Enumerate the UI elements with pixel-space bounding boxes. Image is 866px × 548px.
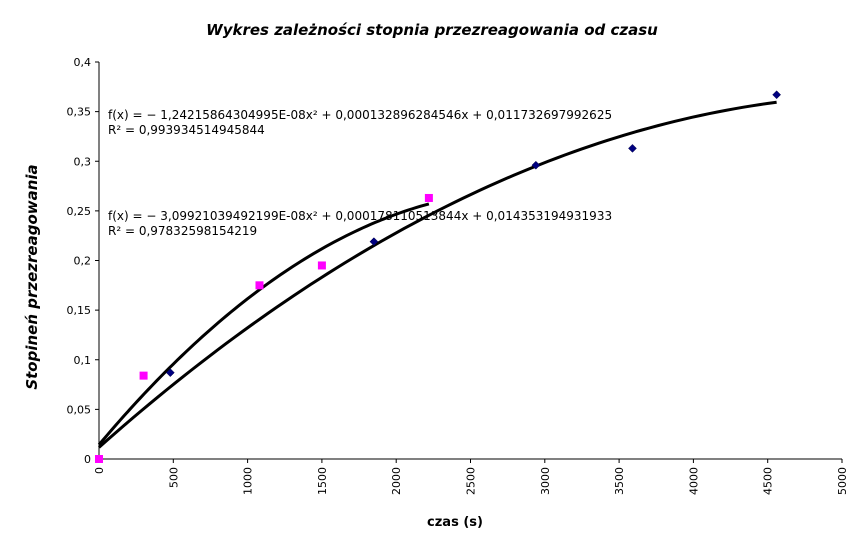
x-tick-label: 4500: [762, 467, 775, 495]
chart-title: Wykres zależności stopnia przezreagowani…: [206, 21, 658, 39]
trendline-equation-2: f(x) = − 3,09921039492199E-08x² + 0,0001…: [108, 209, 612, 223]
y-tick-label: 0,2: [74, 255, 92, 268]
y-tick-label: 0,4: [74, 56, 92, 69]
y-tick-label: 0,3: [74, 155, 92, 168]
y-tick-label: 0: [84, 453, 91, 466]
y-axis-label: Stopineń przezreagowania: [23, 164, 41, 389]
x-axis-label: czas (s): [427, 515, 483, 530]
data-point-series-2: [255, 281, 264, 290]
y-tick-label: 0,05: [67, 403, 92, 416]
y-tick-label: 0,15: [67, 304, 92, 317]
trendline-r2-1: R² = 0,993934514945844: [108, 123, 265, 137]
data-points: [94, 90, 781, 464]
trendlines: [97, 100, 777, 449]
trendline-2: [97, 202, 430, 446]
data-point-series-1: [628, 143, 637, 153]
data-point-series-1: [165, 368, 175, 378]
y-tick-label: 0,25: [67, 205, 92, 218]
data-point-series-2: [424, 193, 433, 202]
data-point-series-1: [772, 90, 781, 100]
data-point-series-1: [531, 160, 541, 170]
x-tick-label: 500: [167, 467, 180, 488]
x-tick-label: 5000: [836, 467, 849, 495]
x-tick-label: 3500: [613, 467, 626, 495]
x-tick-label: 4000: [687, 467, 700, 495]
y-tick-label: 0,1: [74, 354, 92, 367]
data-point-series-2: [317, 261, 326, 270]
y-tick-label: 0,35: [67, 106, 92, 119]
x-tick-label: 2500: [465, 467, 478, 495]
x-tick-label: 2000: [390, 467, 403, 495]
x-tick-label: 1500: [316, 467, 329, 495]
trendline-1: [98, 100, 777, 449]
data-point-series-1: [369, 237, 379, 246]
data-point-series-2: [139, 371, 148, 380]
x-tick-label: 0: [93, 467, 106, 474]
x-tick-label: 3000: [539, 467, 552, 495]
equation-annotations: f(x) = − 1,24215864304995E-08x² + 0,0001…: [108, 108, 612, 238]
trendline-r2-2: R² = 0,97832598154219: [108, 224, 257, 238]
data-point-series-2: [95, 455, 103, 463]
x-tick-label: 1000: [242, 467, 255, 495]
trendline-equation-1: f(x) = − 1,24215864304995E-08x² + 0,0001…: [108, 108, 612, 122]
axes: 0 0,05 0,1 0,15 0,2 0,25 0,3 0,35 0,4 0 500 1000 150…: [67, 56, 850, 495]
